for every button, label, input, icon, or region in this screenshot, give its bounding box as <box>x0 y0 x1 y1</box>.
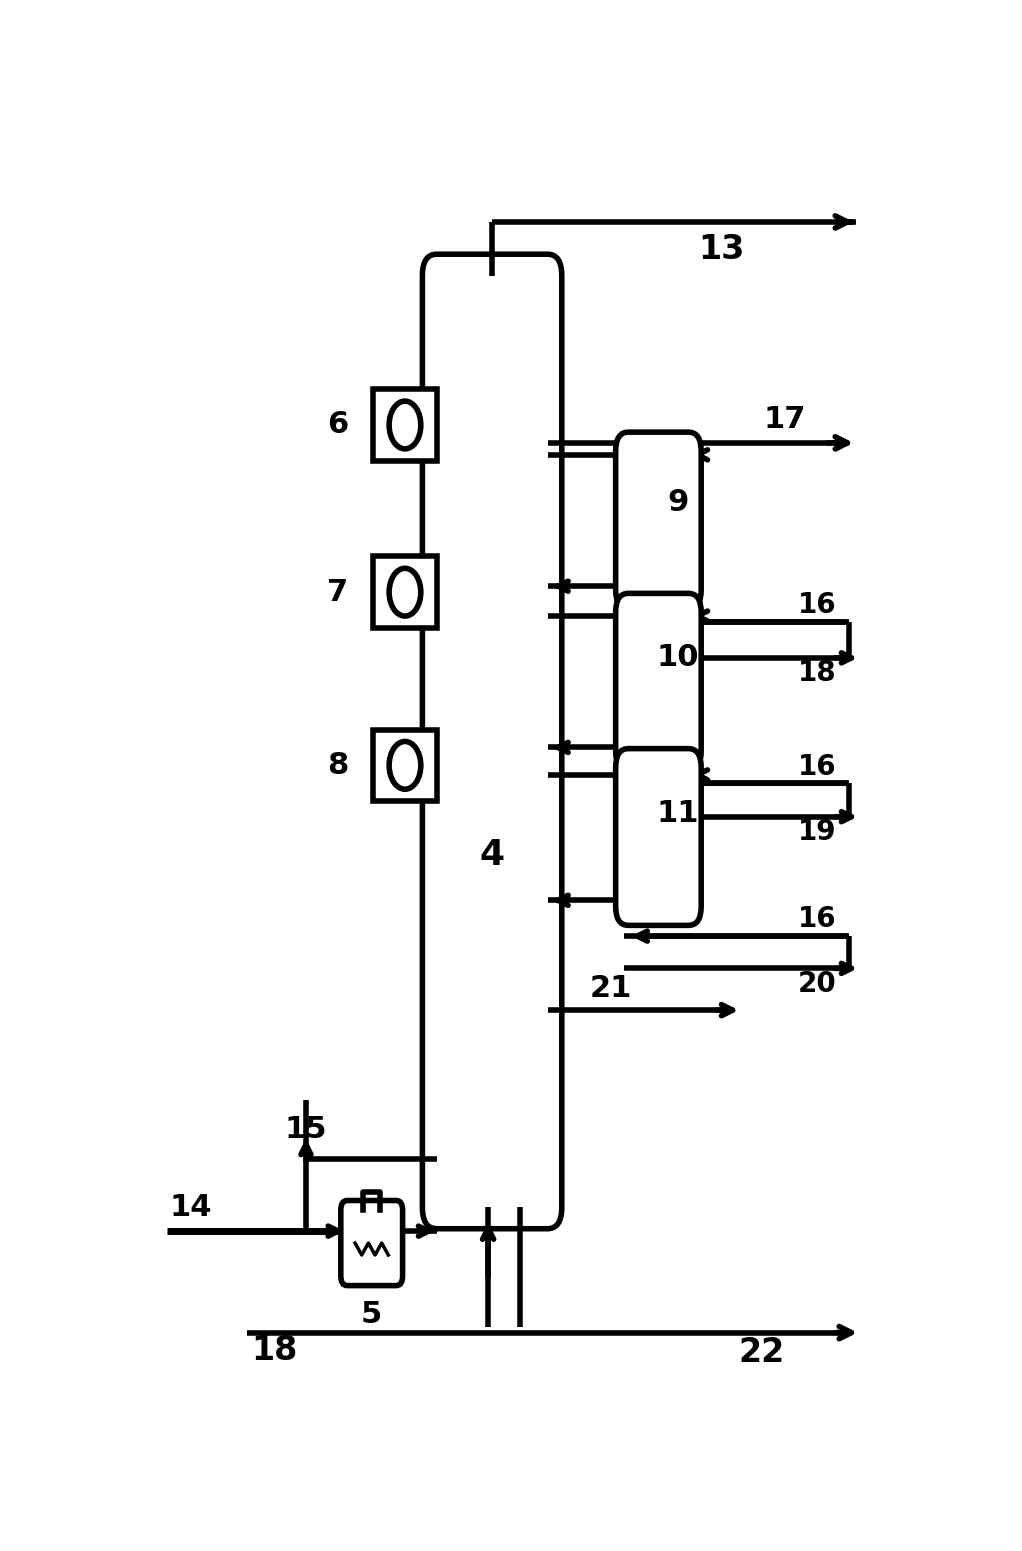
Bar <box>373 557 436 628</box>
Text: 21: 21 <box>590 974 632 1003</box>
Text: 14: 14 <box>170 1193 213 1222</box>
Text: 9: 9 <box>667 489 689 516</box>
Text: 13: 13 <box>699 233 745 265</box>
Text: 7: 7 <box>327 577 349 606</box>
Bar <box>373 389 436 461</box>
Text: 20: 20 <box>797 969 836 997</box>
Text: 4: 4 <box>479 838 505 872</box>
Text: 8: 8 <box>327 751 349 780</box>
Circle shape <box>389 741 421 789</box>
FancyBboxPatch shape <box>422 254 562 1228</box>
Text: 11: 11 <box>657 799 699 828</box>
FancyBboxPatch shape <box>615 749 701 926</box>
Text: 16: 16 <box>797 906 836 934</box>
Text: 16: 16 <box>797 752 836 780</box>
Circle shape <box>389 402 421 448</box>
Text: 10: 10 <box>657 644 699 672</box>
FancyBboxPatch shape <box>615 594 701 771</box>
Text: 19: 19 <box>797 819 836 847</box>
Text: 18: 18 <box>797 659 836 687</box>
Text: 16: 16 <box>797 591 836 619</box>
Text: 17: 17 <box>764 405 806 433</box>
Text: 6: 6 <box>327 411 349 439</box>
Text: 5: 5 <box>361 1300 382 1329</box>
Text: 15: 15 <box>285 1115 327 1145</box>
FancyBboxPatch shape <box>615 433 701 610</box>
Bar <box>373 729 436 802</box>
Text: 22: 22 <box>738 1337 785 1370</box>
FancyBboxPatch shape <box>340 1200 403 1286</box>
Text: 18: 18 <box>251 1334 297 1366</box>
Circle shape <box>389 568 421 616</box>
